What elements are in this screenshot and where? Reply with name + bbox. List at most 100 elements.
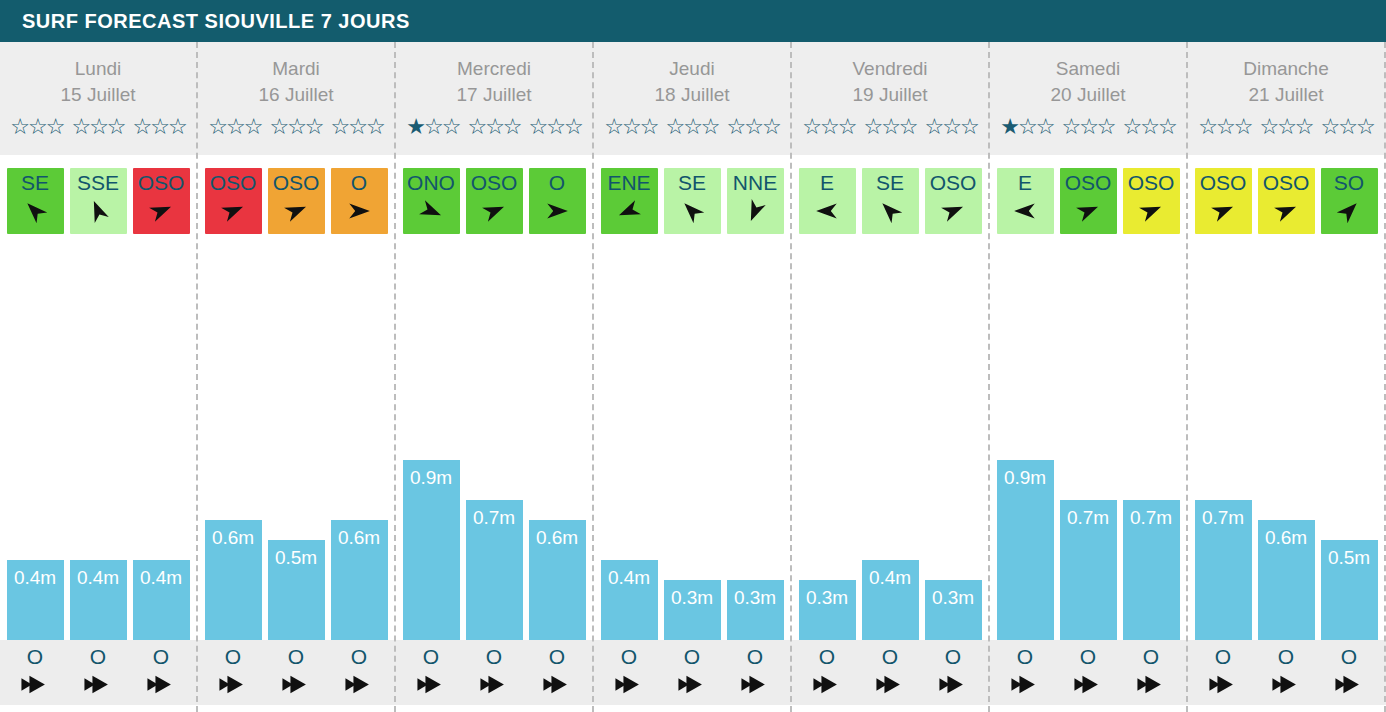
wave-bars-row: 0.9m 0.7m 0.6m (396, 460, 592, 640)
swell-direction-label: O (1017, 644, 1033, 670)
star-rating-group-icon: ☆☆☆ (802, 114, 855, 139)
swell-cell: O (133, 644, 190, 699)
star-rating-group-icon: ☆☆☆ (1321, 114, 1374, 139)
wave-height-bar: 0.4m (862, 560, 919, 640)
surf-rating: ☆☆☆☆☆☆☆☆☆ (0, 114, 196, 139)
swell-cell: O (1060, 644, 1117, 699)
wind-direction-label: SO (1334, 171, 1364, 195)
wave-height-bar: 0.7m (1195, 500, 1252, 640)
swell-cell: O (1195, 644, 1252, 699)
wave-height-bar: 0.4m (601, 560, 658, 640)
wave-bars-row: 0.4m 0.3m 0.3m (594, 560, 790, 640)
wind-cell: OSO (205, 168, 262, 234)
day-columns: Lundi15 Juillet☆☆☆☆☆☆☆☆☆SESSEOSO0.4m0.4m… (0, 42, 1386, 712)
day-name: Samedi (990, 58, 1186, 80)
surf-rating: ☆☆☆☆☆☆☆☆☆ (594, 114, 790, 139)
day-column-lundi: Lundi15 Juillet☆☆☆☆☆☆☆☆☆SESSEOSO0.4m0.4m… (0, 42, 198, 712)
swell-arrow-icon (677, 674, 707, 699)
wind-cell: SE (664, 168, 721, 234)
swell-cell: O (601, 644, 658, 699)
day-date: 15 Juillet (0, 84, 196, 106)
wind-cell: E (997, 168, 1054, 234)
wind-direction-label: SSE (77, 171, 119, 195)
wind-arrow-icon (22, 198, 48, 228)
day-column-mardi: Mardi16 Juillet☆☆☆☆☆☆☆☆☆OSOOSOO0.6m0.5m0… (198, 42, 396, 712)
swell-direction-label: O (1143, 644, 1159, 670)
wave-height-label: 0.4m (869, 567, 911, 640)
wave-height-label: 0.3m (734, 587, 776, 640)
swell-cell: O (1258, 644, 1315, 699)
wave-height-bar: 0.5m (268, 540, 325, 640)
swell-arrow-icon (281, 674, 311, 699)
wind-cell: OSO (925, 168, 982, 234)
wind-cell: OSO (268, 168, 325, 234)
swell-cell: O (70, 644, 127, 699)
wind-arrow-icon (85, 198, 111, 228)
star-rating-group-icon: ☆☆☆ (269, 114, 322, 139)
wave-bars-row: 0.3m0.4m0.3m (792, 560, 988, 640)
swell-direction-label: O (819, 644, 835, 670)
wind-direction-label: SE (876, 171, 904, 195)
wind-direction-label: OSO (1200, 171, 1247, 195)
wave-height-label: 0.9m (410, 467, 452, 640)
wind-cell: SE (7, 168, 64, 234)
swell-arrow-icon (20, 674, 50, 699)
swell-arrow-icon (542, 674, 572, 699)
wave-height-bar: 0.6m (205, 520, 262, 640)
wind-arrow-icon (679, 198, 705, 228)
swell-cell: O (1123, 644, 1180, 699)
surf-rating: ★☆☆☆☆☆☆☆☆ (396, 114, 592, 139)
wave-height-label: 0.3m (932, 587, 974, 640)
swell-arrow-icon (1010, 674, 1040, 699)
day-name: Mercredi (396, 58, 592, 80)
wave-height-label: 0.3m (671, 587, 713, 640)
swell-cell: O (466, 644, 523, 699)
wind-cell: NNE (727, 168, 784, 234)
wind-direction-label: OSO (1065, 171, 1112, 195)
star-rating-group-icon: ☆☆☆ (1259, 114, 1312, 139)
wind-arrow-icon (418, 198, 444, 228)
day-name: Vendredi (792, 58, 988, 80)
wind-arrow-icon (220, 198, 246, 228)
wave-height-label: 0.5m (1328, 547, 1370, 640)
swell-direction-label: O (1278, 644, 1294, 670)
wave-height-label: 0.7m (473, 507, 515, 640)
swell-direction-label: O (549, 644, 565, 670)
wind-direction-label: E (820, 171, 834, 195)
day-date: 20 Juillet (990, 84, 1186, 106)
wave-height-bar: 0.7m (466, 500, 523, 640)
wind-direction-label: O (549, 171, 565, 195)
wind-row: OSOOSOO (198, 168, 394, 234)
swell-cell: O (268, 644, 325, 699)
wave-height-bar: 0.6m (529, 520, 586, 640)
wind-direction-label: OSO (1128, 171, 1175, 195)
swell-direction-label: O (1215, 644, 1231, 670)
swell-row: OOO (198, 644, 394, 699)
swell-arrow-icon (1073, 674, 1103, 699)
wind-direction-label: SE (21, 171, 49, 195)
wind-direction-label: NNE (733, 171, 777, 195)
swell-cell: O (529, 644, 586, 699)
day-date: 18 Juillet (594, 84, 790, 106)
swell-arrow-icon (1334, 674, 1364, 699)
star-rating-group-icon: ☆☆☆ (1198, 114, 1251, 139)
swell-row: OOO (594, 644, 790, 699)
wind-arrow-icon (481, 198, 507, 228)
swell-arrow-icon (416, 674, 446, 699)
swell-row: OOO (0, 644, 196, 699)
star-rating-group-icon: ☆☆☆ (529, 114, 582, 139)
wind-row: ENESENNE (594, 168, 790, 234)
star-rating-group-icon: ★☆☆ (1000, 114, 1053, 139)
wind-row: E OSO OSO (990, 168, 1186, 234)
swell-cell: O (205, 644, 262, 699)
swell-arrow-icon (740, 674, 770, 699)
wave-height-label: 0.4m (77, 567, 119, 640)
wave-bars-row: 0.4m0.4m0.4m (0, 560, 196, 640)
wind-cell: OSO (1060, 168, 1117, 234)
wind-arrow-icon (814, 198, 840, 228)
wave-height-label: 0.5m (275, 547, 317, 640)
wind-arrow-icon (283, 198, 309, 228)
day-column-vendredi: Vendredi19 Juillet☆☆☆☆☆☆☆☆☆ESEOSO0.3m0.4… (792, 42, 990, 712)
wind-direction-label: ONO (407, 171, 455, 195)
star-rating-group-icon: ☆☆☆ (604, 114, 657, 139)
